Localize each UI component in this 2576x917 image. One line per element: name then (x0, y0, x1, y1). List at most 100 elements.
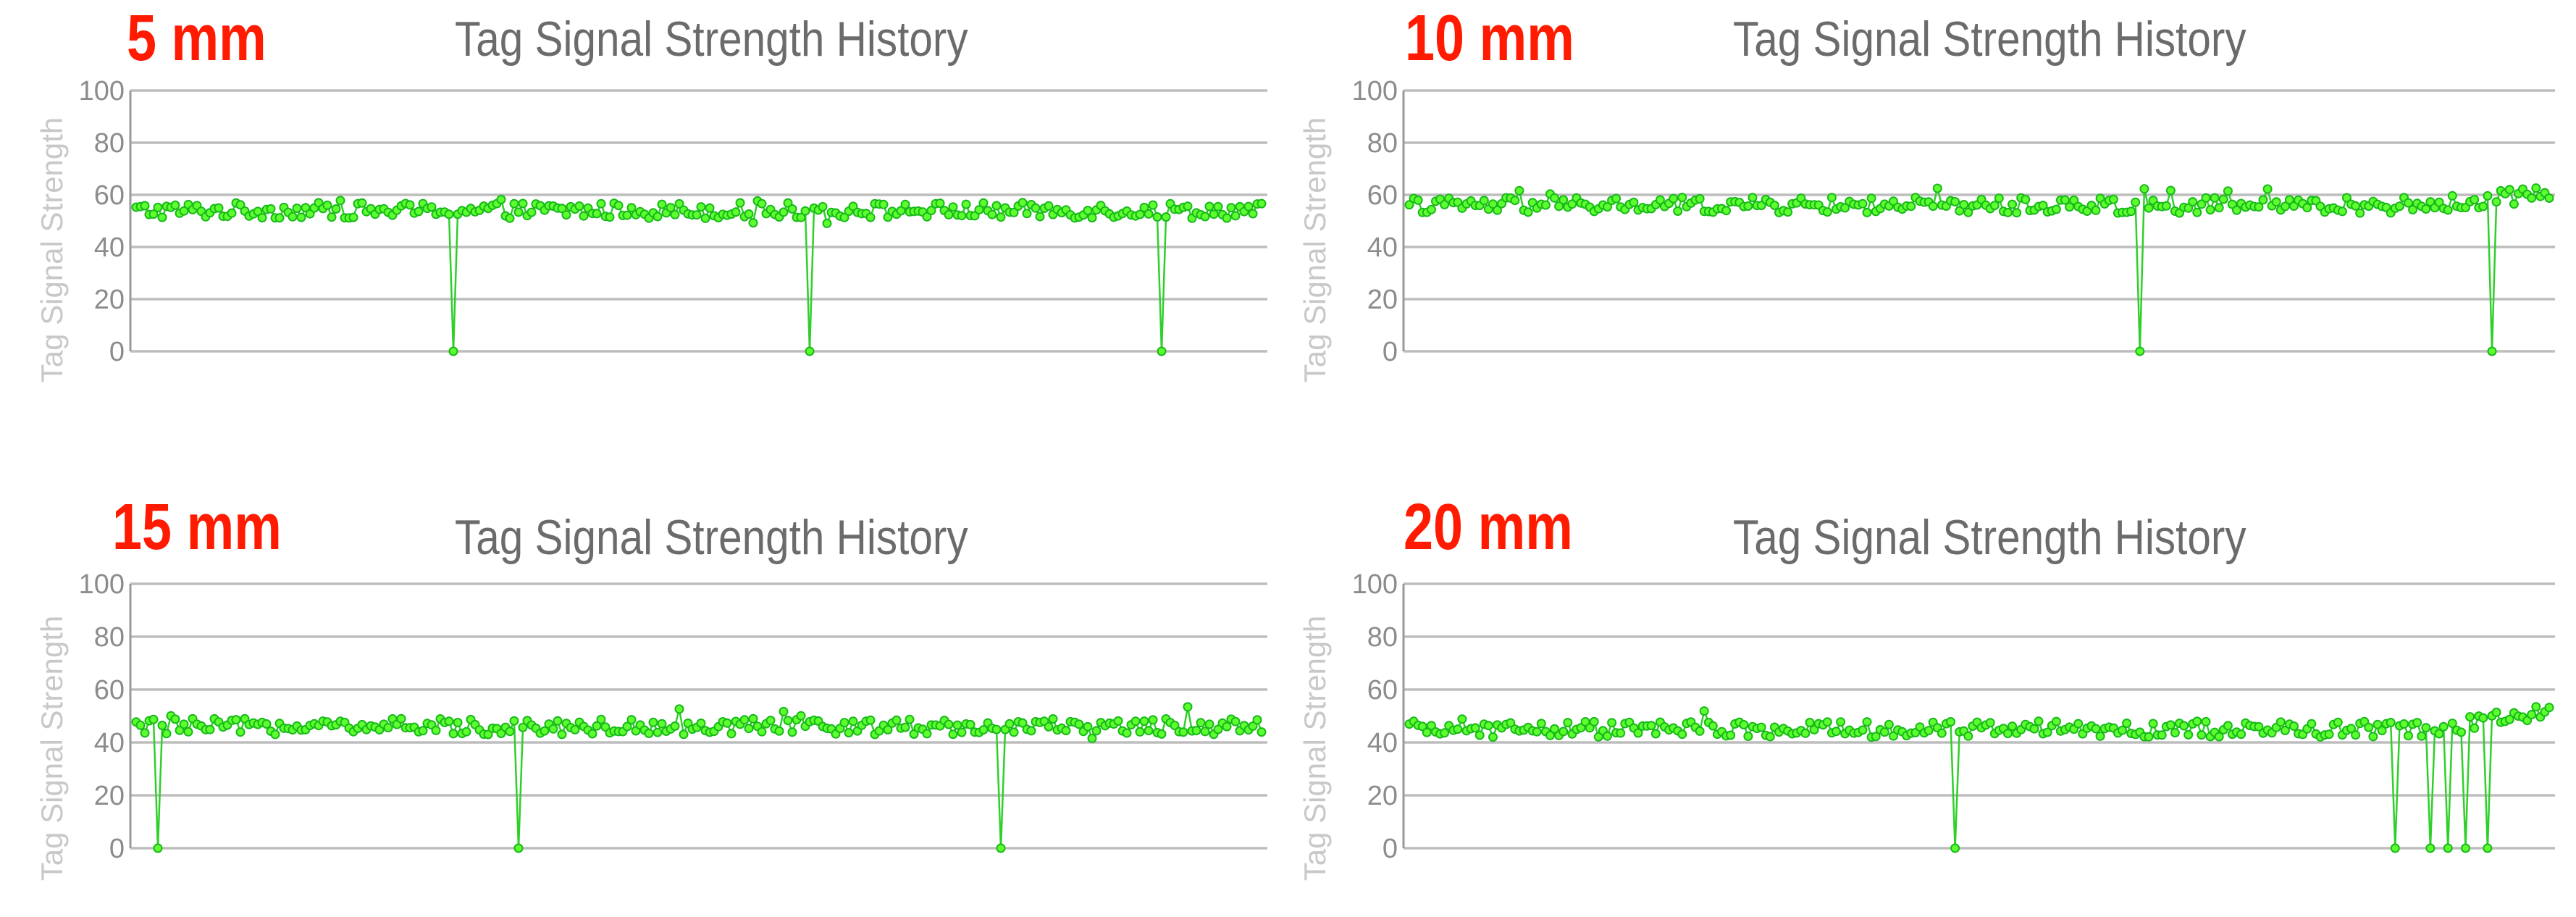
data-point (2192, 207, 2202, 217)
data-point (1550, 193, 1559, 203)
panel-label: 5 mm (127, 2, 267, 75)
data-point (2544, 703, 2554, 713)
data-point (1196, 718, 1206, 728)
y-tick-label: 100 (1352, 569, 1398, 600)
data-point (626, 715, 637, 725)
data-point (744, 209, 754, 219)
data-point (2170, 728, 2180, 738)
data-point (1440, 200, 1450, 209)
data-point (548, 724, 558, 734)
data-point (1695, 193, 1705, 204)
data-point (2021, 194, 2031, 204)
data-point (2527, 710, 2537, 720)
data-point (1593, 732, 1603, 742)
data-point (1204, 719, 1214, 729)
data-point (2205, 205, 2215, 215)
data-point (1726, 730, 1736, 740)
data-point (135, 720, 146, 730)
data-point (1862, 207, 1872, 217)
data-point (905, 714, 915, 724)
data-point (2214, 203, 2224, 213)
data-point (596, 714, 606, 724)
data-point (735, 198, 745, 208)
data-point (1514, 185, 1524, 196)
data-point (666, 203, 676, 213)
data-point (513, 207, 524, 217)
data-point (179, 719, 189, 729)
data-point (1858, 198, 1868, 209)
data-point (1783, 207, 1793, 217)
data-point (909, 729, 919, 739)
y-tick-label: 40 (1367, 728, 1398, 758)
data-point (922, 212, 932, 222)
panel-label: 15 mm (112, 491, 282, 564)
data-point (679, 729, 689, 740)
y-tick-label: 100 (1352, 76, 1398, 106)
data-point (2095, 731, 2105, 741)
data-point (2275, 717, 2286, 727)
data-point (622, 721, 632, 732)
data-point (2069, 195, 2079, 205)
data-point (991, 201, 1002, 211)
data-point (414, 206, 424, 217)
data-point (1650, 729, 1661, 739)
data-point (1699, 706, 1709, 716)
data-point (2223, 721, 2233, 731)
data-point (1152, 212, 1162, 222)
data-point (148, 714, 159, 724)
data-point (2434, 729, 2444, 739)
data-point (1959, 200, 1969, 209)
data-point (670, 209, 680, 219)
data-point (848, 201, 858, 212)
data-point (2144, 203, 2154, 213)
data-point (557, 204, 567, 214)
data-point (1862, 717, 1872, 727)
data-point (509, 716, 519, 726)
data-point (2073, 719, 2084, 729)
data-point (1985, 718, 1995, 728)
data-point (996, 212, 1006, 222)
data-point (2254, 202, 2264, 212)
data-point (509, 198, 519, 209)
data-point (731, 207, 741, 217)
data-point (1858, 725, 1868, 735)
data-point (2527, 193, 2537, 203)
data-point (2161, 201, 2171, 211)
data-point (2218, 194, 2228, 204)
data-point (1213, 201, 1223, 212)
data-point (796, 212, 806, 222)
data-point (2210, 193, 2220, 203)
data-point (453, 718, 463, 727)
data-point (2504, 185, 2514, 195)
data-point (1603, 202, 1612, 212)
data-point (2351, 730, 2361, 740)
data-point (2417, 731, 2427, 741)
data-point (1139, 202, 1149, 212)
data-point (2483, 190, 2493, 201)
data-point (1871, 732, 1881, 742)
chart-panel-20mm: 20 mm Tag Signal Strength History Tag Si… (1288, 458, 2575, 917)
data-point (765, 716, 776, 726)
data-point (448, 346, 458, 356)
data-point (161, 729, 172, 739)
data-point (674, 198, 684, 209)
series-line (1408, 185, 2550, 352)
data-point (1673, 206, 1683, 216)
data-point (1148, 715, 1158, 725)
data-point (1558, 727, 1569, 737)
data-point (270, 729, 280, 740)
data-point (961, 199, 971, 209)
data-point (444, 716, 454, 727)
data-point (1426, 204, 1436, 214)
chart-plot: Tag Signal Strength 0 20 40 60 80 100 (35, 76, 1267, 382)
chart-title: Tag Signal Strength History (455, 12, 968, 67)
data-point (296, 212, 306, 222)
data-point (2091, 205, 2101, 215)
data-point (1230, 211, 1241, 221)
data-point (696, 202, 706, 212)
data-point (2324, 729, 2334, 740)
data-point (1256, 198, 1267, 209)
data-point (2065, 202, 2075, 212)
y-tick-label: 80 (1367, 128, 1398, 159)
data-point (1536, 719, 1546, 729)
